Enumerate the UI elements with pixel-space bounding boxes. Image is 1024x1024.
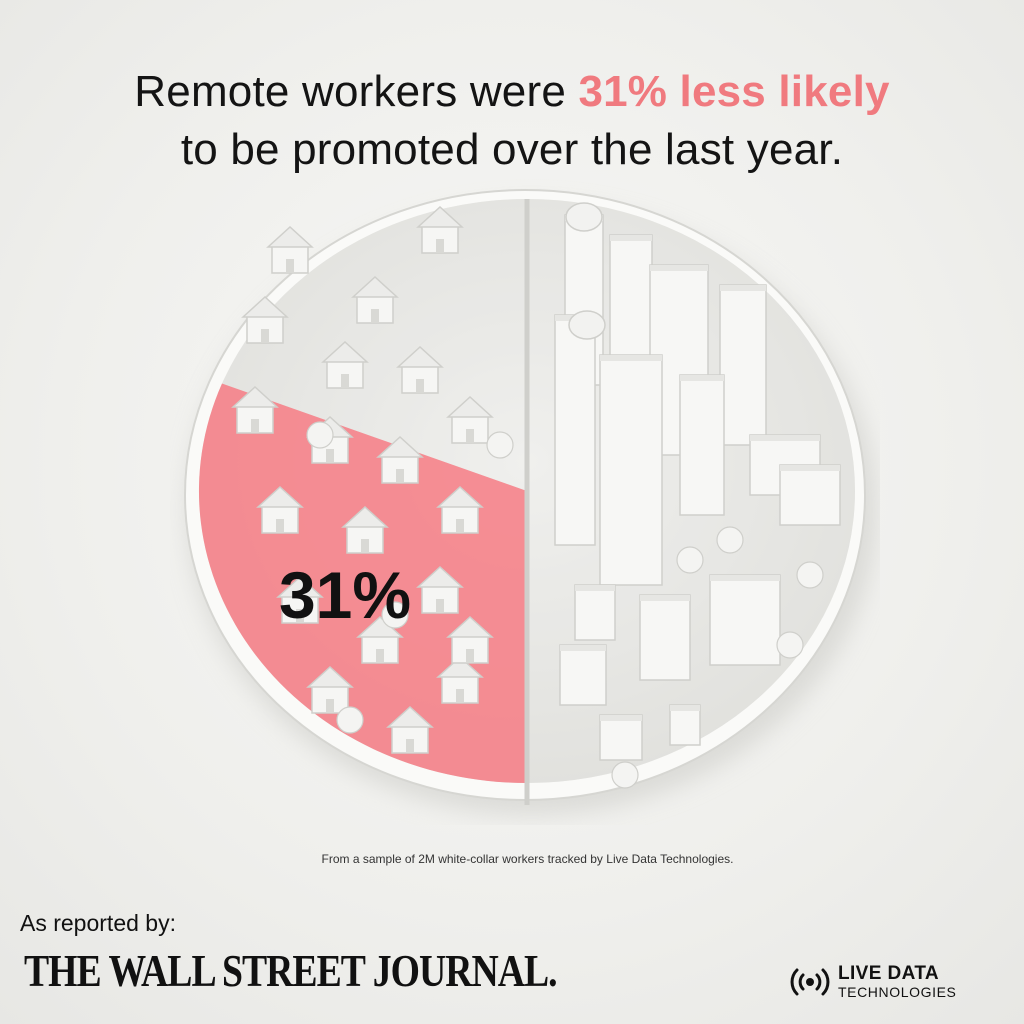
tower-building xyxy=(599,354,663,586)
round-tree xyxy=(336,706,364,734)
tower-building xyxy=(669,704,701,746)
house-door xyxy=(286,259,294,273)
tower-roof xyxy=(575,585,615,591)
round-tree xyxy=(676,546,704,574)
city-illustration xyxy=(231,202,841,789)
house-roof xyxy=(446,395,494,418)
tower-roof xyxy=(600,355,662,361)
tower-building xyxy=(679,374,725,516)
wsj-logo: THE WALL STREET JOURNAL. xyxy=(24,945,558,996)
tower-building xyxy=(639,594,691,681)
round-tree xyxy=(716,526,744,554)
house-door xyxy=(326,449,334,463)
tower-dome xyxy=(565,202,603,232)
house-door xyxy=(261,329,269,343)
house-roof xyxy=(436,655,484,678)
tower-roof xyxy=(640,595,690,601)
round-tree xyxy=(381,601,409,629)
house-door xyxy=(466,649,474,663)
tower-roof xyxy=(560,645,606,651)
headline: Remote workers were 31% less likely to b… xyxy=(40,63,984,179)
house-roof xyxy=(276,575,324,598)
house-roof xyxy=(306,665,354,688)
tower-roof xyxy=(670,705,700,711)
house-door xyxy=(361,539,369,553)
house-door xyxy=(416,379,424,393)
house-roof xyxy=(436,485,484,508)
house-door xyxy=(396,469,404,483)
tower-roof xyxy=(680,375,724,381)
tower-roof xyxy=(600,715,642,721)
house-roof xyxy=(416,205,464,228)
tower-roof xyxy=(710,575,780,581)
tower-building xyxy=(599,714,643,761)
house-door xyxy=(436,239,444,253)
live-data-text: LIVE DATA TECHNOLOGIES xyxy=(838,964,956,999)
house-door xyxy=(371,309,379,323)
live-data-logo: LIVE DATA TECHNOLOGIES xyxy=(790,964,956,999)
house-door xyxy=(456,519,464,533)
tower-roof xyxy=(650,265,708,271)
tower-building xyxy=(709,574,781,666)
pie-slice-label-31: 31% xyxy=(279,558,411,632)
pie-chart-svg: 31% xyxy=(184,189,877,815)
house-roof xyxy=(241,295,289,318)
house-door xyxy=(296,609,304,623)
headline-prefix: Remote workers were xyxy=(134,67,579,117)
house-door xyxy=(456,689,464,703)
tower-roof xyxy=(610,235,652,241)
round-tree xyxy=(796,561,824,589)
house-roof xyxy=(341,505,389,528)
house-roof xyxy=(256,485,304,508)
tower-building xyxy=(779,464,841,526)
tower-roof xyxy=(780,465,840,471)
tower-building xyxy=(554,314,596,546)
house-door xyxy=(326,699,334,713)
house-door xyxy=(466,429,474,443)
tower-roof xyxy=(720,285,766,291)
house-door xyxy=(436,599,444,613)
headline-line-2: to be promoted over the last year. xyxy=(180,125,844,175)
headline-line-1: Remote workers were 31% less likely xyxy=(40,63,984,121)
tower-building xyxy=(719,284,767,446)
live-data-name: LIVE DATA xyxy=(838,963,940,984)
house-door xyxy=(276,519,284,533)
tower-roof xyxy=(750,435,820,441)
house-roof xyxy=(266,225,314,248)
house-roof xyxy=(396,345,444,368)
tower-building xyxy=(574,584,616,641)
tower-dome xyxy=(568,310,606,340)
round-tree xyxy=(486,431,514,459)
footnote: From a sample of 2M white-collar workers… xyxy=(321,852,734,866)
house-roof xyxy=(386,705,434,728)
house-door xyxy=(406,739,414,753)
house-door xyxy=(341,374,349,388)
headline-highlight: 31% less likely xyxy=(578,67,890,117)
house-roof xyxy=(321,340,369,363)
broadcast-icon xyxy=(790,967,830,997)
house-roof xyxy=(416,565,464,588)
live-data-sub: TECHNOLOGIES xyxy=(838,984,957,1000)
round-tree xyxy=(776,631,804,659)
round-tree xyxy=(611,761,639,789)
reported-by-label: As reported by: xyxy=(20,910,176,936)
house-roof xyxy=(376,435,424,458)
house-roof xyxy=(446,615,494,638)
house-door xyxy=(251,419,259,433)
pie-chart: 31% xyxy=(170,175,880,825)
round-tree xyxy=(306,421,334,449)
house-roof xyxy=(351,275,399,298)
house-door xyxy=(376,649,384,663)
house-roof xyxy=(231,385,279,408)
tower-building xyxy=(559,644,607,706)
